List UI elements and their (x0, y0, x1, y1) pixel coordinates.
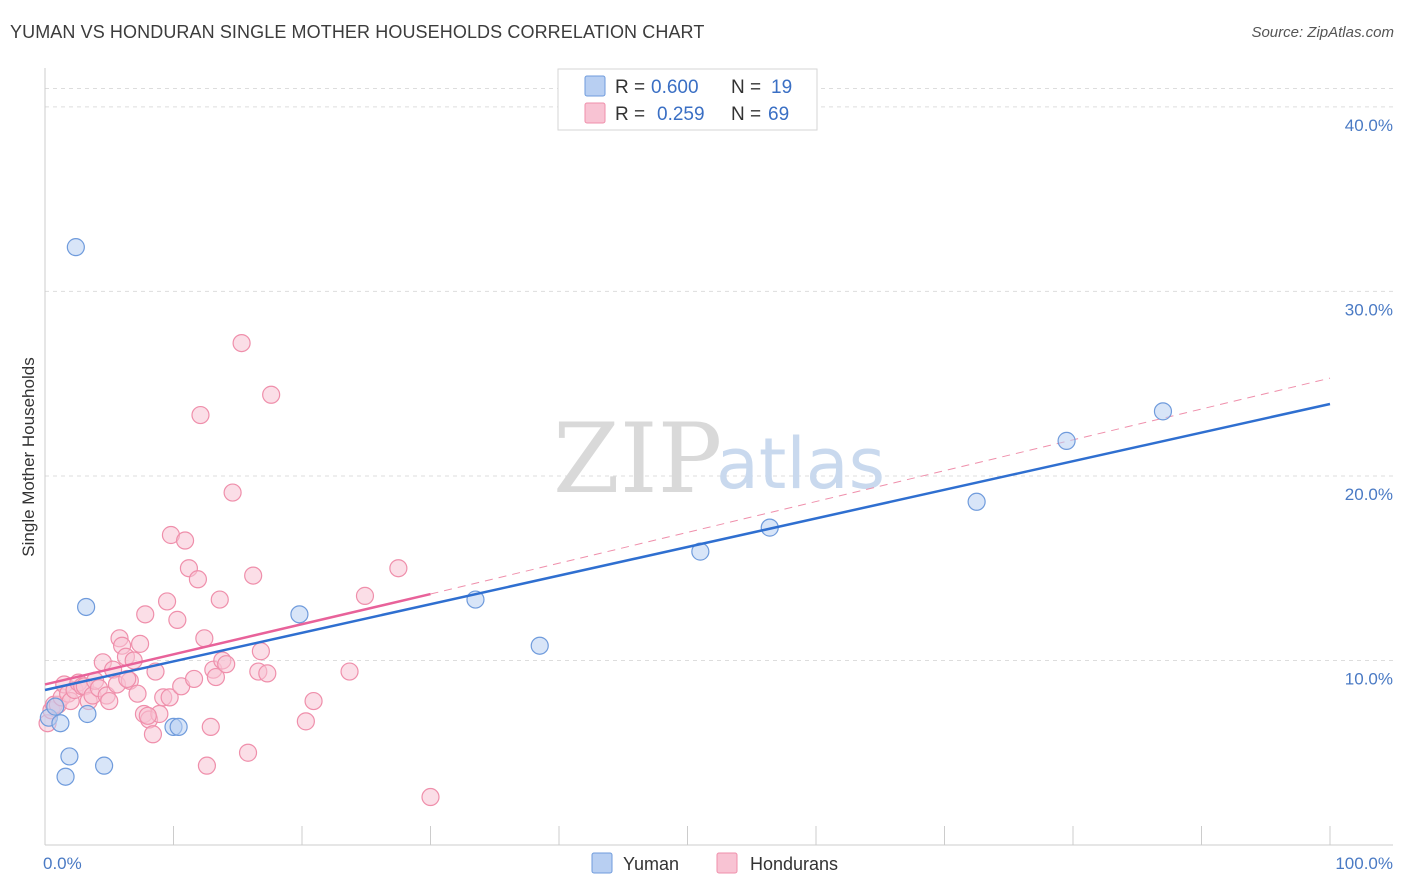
watermark-atlas: atlas (716, 423, 885, 505)
bottom-legend-swatch-hondurans (716, 852, 738, 874)
legend-r-value-yuman: 0.600 (651, 77, 699, 98)
watermark-zip: ZIP (553, 403, 722, 515)
legend-n-label-hondurans: N = (731, 104, 761, 125)
point-yuman-1 (46, 697, 65, 716)
point-hondurans-53 (223, 483, 242, 502)
point-hondurans-64 (355, 586, 375, 605)
point-hondurans-55 (238, 743, 258, 762)
bottom-legend: Yuman Hondurans (591, 852, 838, 874)
point-hondurans-40 (175, 531, 195, 550)
point-hondurans-46 (197, 756, 217, 775)
point-hondurans-25 (124, 651, 143, 670)
point-yuman-8 (95, 756, 114, 775)
x-tick-label-max: 100.0% (1335, 854, 1393, 873)
point-yuman-13 (530, 636, 549, 655)
legend-n-label-yuman: N = (731, 77, 761, 98)
point-hondurans-63 (340, 662, 359, 681)
point-hondurans-26 (128, 684, 147, 703)
y-tick-label-30: 30.0% (1345, 300, 1393, 319)
bottom-legend-label-hondurans: Hondurans (750, 854, 838, 874)
point-hondurans-44 (191, 405, 210, 425)
point-hondurans-27 (130, 634, 150, 653)
point-hondurans-62 (304, 691, 323, 711)
point-hondurans-67 (138, 706, 157, 725)
point-yuman-2 (51, 714, 70, 733)
legend-swatch-yuman (584, 75, 606, 97)
point-hondurans-18 (100, 691, 119, 711)
point-hondurans-65 (389, 559, 408, 578)
legend-n-value-yuman: 19 (771, 77, 792, 98)
trendline-hondurans (44, 592, 431, 686)
point-yuman-7 (78, 704, 97, 724)
point-hondurans-56 (244, 566, 263, 585)
point-yuman-4 (60, 747, 79, 766)
point-hondurans-58 (251, 642, 270, 661)
legend-swatch-hondurans (584, 102, 606, 124)
point-yuman-16 (967, 492, 986, 511)
point-hondurans-66 (421, 787, 440, 807)
bottom-legend-label-yuman: Yuman (623, 854, 679, 874)
point-hondurans-50 (210, 590, 229, 609)
point-hondurans-36 (160, 688, 179, 707)
point-hondurans-43 (188, 570, 208, 589)
point-hondurans-29 (136, 605, 155, 624)
point-yuman-11 (290, 605, 309, 624)
point-hondurans-38 (168, 610, 187, 629)
point-hondurans-61 (296, 712, 315, 731)
point-hondurans-60 (262, 385, 281, 404)
y-tick-label-10: 10.0% (1345, 669, 1393, 688)
axis-layer: 10.0% 20.0% 30.0% 40.0% 0.0% 100.0% (43, 68, 1393, 873)
watermark: ZIP atlas (553, 403, 885, 515)
point-yuman-17 (1057, 431, 1076, 450)
trendline-hondurans-extension (430, 377, 1331, 595)
point-yuman-5 (66, 238, 85, 257)
point-hondurans-54 (232, 333, 251, 353)
point-hondurans-59 (258, 664, 277, 683)
point-hondurans-42 (184, 669, 204, 689)
x-tick-label-min: 0.0% (43, 854, 82, 873)
legend-r-label-hondurans: R = (615, 104, 645, 125)
point-hondurans-35 (157, 592, 177, 611)
point-hondurans-49 (206, 667, 226, 687)
point-hondurans-31 (143, 725, 163, 744)
legend-r-value-hondurans: 0.259 (657, 104, 705, 125)
chart-title: YUMAN VS HONDURAN SINGLE MOTHER HOUSEHOL… (10, 22, 705, 42)
y-axis-label: Single Mother Households (19, 357, 38, 556)
points-layer (38, 238, 1331, 807)
point-hondurans-47 (201, 717, 220, 737)
legend-box: R = 0.600 N = 19 R = 0.259 N = 69 (557, 68, 818, 131)
trend-layer (430, 377, 1331, 595)
bottom-legend-swatch-yuman (591, 852, 613, 874)
point-hondurans-52 (217, 655, 236, 674)
trendline-yuman (44, 402, 1331, 692)
point-yuman-18 (1153, 402, 1173, 421)
y-tick-label-20: 20.0% (1345, 485, 1393, 504)
legend-n-value-hondurans: 69 (768, 104, 789, 125)
point-yuman-3 (56, 767, 75, 786)
legend-r-label-yuman: R = (615, 77, 645, 98)
chart-source: Source: ZipAtlas.com (1251, 24, 1394, 41)
point-hondurans-45 (195, 629, 214, 648)
y-tick-label-40: 40.0% (1345, 116, 1393, 135)
point-yuman-10 (169, 717, 188, 737)
point-yuman-6 (77, 597, 96, 617)
